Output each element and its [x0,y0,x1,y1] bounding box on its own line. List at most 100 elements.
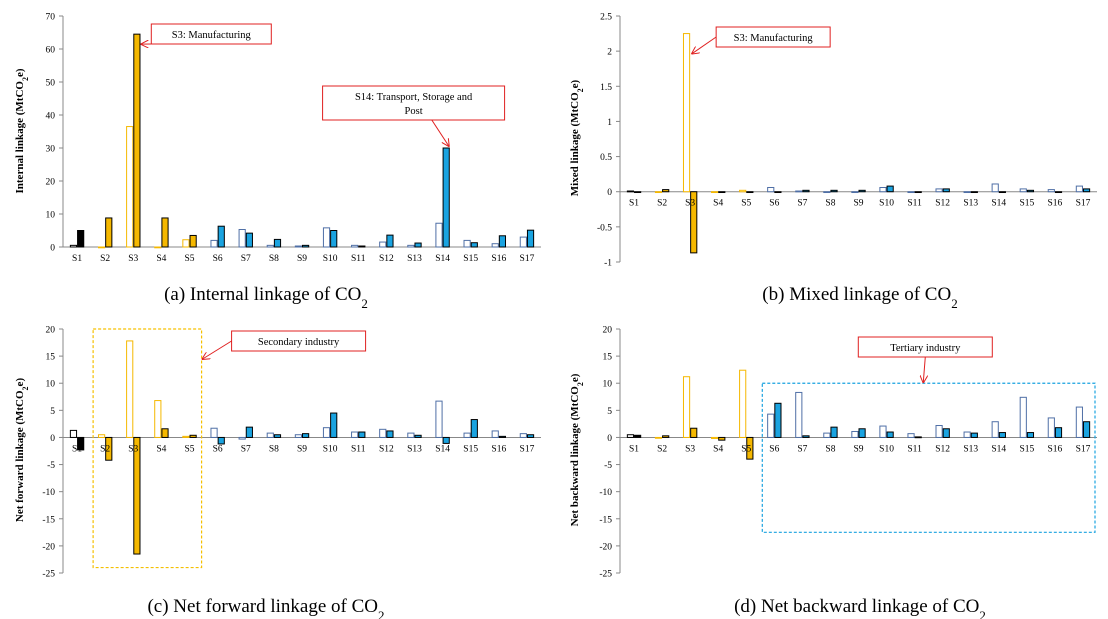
x-tick-label: S14 [435,254,450,264]
bar-s5-series-2 [746,191,754,194]
bar-s17-series-1 [1075,185,1083,193]
x-tick-label: S9 [853,444,863,454]
bar-s2-series-1 [97,434,106,438]
x-tick-label: S8 [269,444,279,454]
y-tick-label: 30 [46,145,56,155]
bar-s9-series-2 [302,433,310,438]
annotation-text: Tertiary industry [890,343,961,354]
bar-s17-series-2 [526,229,535,248]
x-tick-label: S8 [825,199,835,209]
bar-s8-series-2 [830,426,838,438]
bar-s13-series-2 [970,432,978,438]
annotation-text: S14: Transport, Storage and [355,92,473,103]
y-tick-label: 1.5 [600,83,612,93]
bar-s17-series-1 [519,433,527,438]
bar-s14-series-1 [991,183,999,193]
x-tick-label: S10 [879,444,894,454]
bar-s15-series-2 [1026,432,1035,438]
y-tick-label: -25 [599,570,612,580]
bar-s17-series-1 [1075,406,1083,438]
x-tick-label: S4 [156,254,166,264]
bar-s15-series-1 [463,432,471,438]
bar-s11-series-1 [351,244,359,248]
bar-s12-series-2 [386,234,394,248]
x-tick-label: S10 [879,199,894,209]
y-tick-label: 5 [50,407,55,417]
bar-s7-series-2 [245,426,253,438]
x-tick-label: S5 [185,444,195,454]
x-tick-label: S9 [853,199,863,209]
x-tick-label: S6 [769,444,779,454]
bar-s1-series-1 [69,429,78,438]
bar-s5-series-2 [189,234,197,248]
y-tick-label: 0 [607,434,612,444]
x-tick-label: S9 [297,444,307,454]
annotation-text: S3: Manufacturing [172,30,252,41]
y-tick-label: 2 [607,48,612,58]
bar-s7-series-1 [795,391,803,438]
bar-s7-series-1 [795,190,803,193]
x-tick-label: S8 [825,444,835,454]
x-tick-label: S1 [629,444,639,454]
bar-s6-series-1 [210,239,218,248]
bar-s11-series-2 [914,191,922,194]
x-tick-label: S12 [935,444,950,454]
bar-s4-series-2 [161,428,169,438]
bar-s15-series-2 [1026,189,1035,193]
y-tick-label: -10 [42,488,55,498]
bar-s13-series-1 [963,191,971,194]
x-tick-label: S5 [185,254,195,264]
bar-s13-series-2 [414,242,422,248]
bar-s4-series-1 [711,191,719,194]
x-tick-label: S10 [323,254,338,264]
annotation-box [322,85,506,121]
annotation-arrow [923,356,925,382]
bar-s1-series-2 [77,436,85,451]
y-tick-label: -25 [42,570,55,580]
annotation-text: Post [405,106,423,117]
bar-s4-series-2 [718,436,726,441]
x-tick-label: S8 [269,254,279,264]
bar-s14-series-1 [435,400,443,438]
x-tick-label: S7 [241,254,251,264]
x-tick-label: S16 [1048,199,1063,209]
bar-s14-series-2 [442,436,450,444]
x-tick-label: S5 [741,199,751,209]
x-tick-label: S5 [741,444,751,454]
x-tick-label: S1 [629,199,639,209]
bar-s3-series-1 [126,126,134,248]
y-tick-label: -20 [42,542,55,552]
bar-s3-series-2 [690,191,698,254]
x-tick-label: S13 [963,199,978,209]
x-tick-label: S3 [128,444,138,454]
x-tick-label: S9 [297,254,307,264]
bar-s6-series-1 [210,427,218,438]
bar-s14-series-2 [998,432,1006,438]
x-tick-label: S4 [713,199,723,209]
bar-s8-series-1 [266,432,274,438]
x-tick-label: S17 [520,444,535,454]
y-tick-label: 60 [46,46,56,56]
bar-s11-series-1 [351,431,359,438]
annotation-text: Secondary industry [258,337,340,348]
bar-s6-series-2 [217,225,225,248]
bar-s10-series-1 [322,427,331,438]
bar-s9-series-2 [302,244,310,248]
y-axis-label: Mixed linkage (MtCO2e) [569,79,585,196]
x-tick-label: S14 [435,444,450,454]
bar-s15-series-1 [1019,396,1027,438]
bar-s7-series-1 [238,436,246,440]
y-tick-label: 0.5 [600,153,612,163]
bar-s4-series-2 [161,217,169,248]
bar-s12-series-1 [379,428,387,438]
y-tick-label: 0 [607,188,612,198]
bar-s1-series-2 [634,434,642,438]
bar-s2-series-2 [105,436,113,461]
bar-s1-series-1 [626,434,635,438]
bar-s17-series-2 [1082,188,1091,193]
y-tick-label: 1 [607,118,612,128]
bar-s8-series-2 [273,238,282,248]
bar-s3-series-2 [690,427,698,438]
bar-s8-series-1 [266,244,274,248]
bar-s5-series-1 [739,369,747,438]
